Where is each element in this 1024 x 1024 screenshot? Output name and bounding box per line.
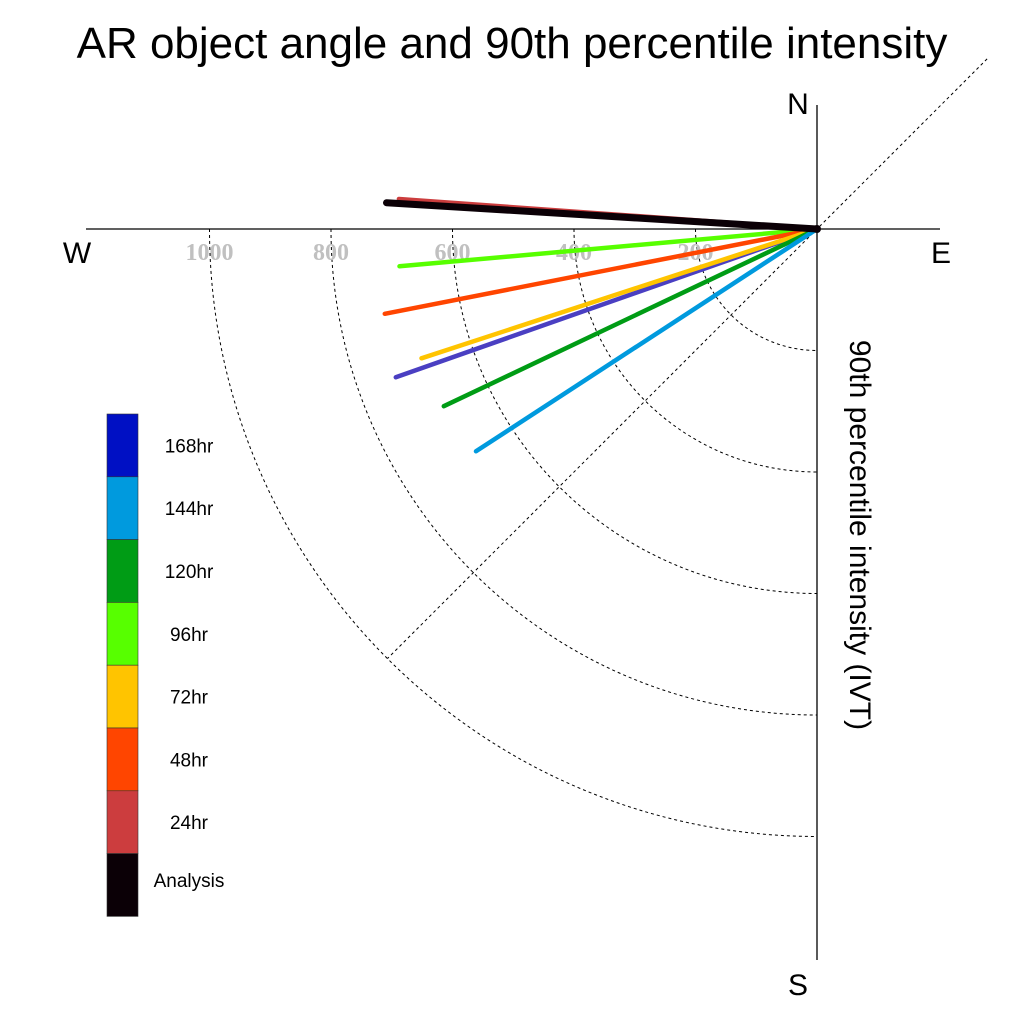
series-line-analysis	[383, 199, 821, 233]
grid-arc-400	[573, 228, 818, 473]
grid-arc-600	[452, 228, 818, 594]
tick-label-800: 800	[313, 240, 349, 266]
legend-swatch-168hr	[106, 413, 139, 478]
legend-label-144hr: 144hr	[165, 499, 214, 520]
legend-label-120hr: 120hr	[165, 562, 214, 583]
series-line-72hr	[419, 226, 820, 361]
series-line-144hr	[473, 226, 820, 454]
compass-south-label: S	[788, 969, 808, 1002]
legend-label-48hr: 48hr	[170, 750, 209, 771]
legend-swatch-72hr	[106, 664, 139, 729]
series-lines	[382, 196, 821, 454]
legend-swatch-analysis	[106, 853, 139, 917]
legend-label-72hr: 72hr	[170, 688, 209, 709]
chart-title: AR object angle and 90th percentile inte…	[77, 19, 948, 68]
series-line-96hr	[397, 226, 820, 269]
legend: 168hr 144hr 120hr 96hr 72hr 48hr 24hr Analysis	[106, 413, 225, 917]
compass-west-label: W	[63, 237, 92, 270]
legend-swatch-144hr	[106, 476, 139, 540]
legend-label-96hr: 96hr	[170, 625, 209, 646]
legend-swatch-120hr	[106, 539, 139, 603]
grid-arc-800	[330, 228, 818, 716]
origin-point	[813, 225, 821, 233]
grid-diagonal	[387, 58, 988, 659]
series-line-120hr	[441, 226, 820, 409]
legend-label-168hr: 168hr	[165, 436, 214, 457]
compass-north-label: N	[787, 88, 809, 121]
legend-swatch-96hr	[106, 602, 139, 666]
legend-label-analysis: Analysis	[154, 871, 225, 892]
legend-swatch-48hr	[106, 727, 139, 792]
series-line-48hr	[382, 226, 820, 317]
compass-east-label: E	[931, 237, 951, 270]
grid-arc-1000	[209, 228, 818, 837]
legend-label-24hr: 24hr	[170, 813, 209, 834]
legend-swatch-24hr	[106, 790, 139, 854]
radial-axis-label: 90th percentile intensity (IVT)	[843, 340, 876, 730]
tick-label-1000: 1000	[186, 240, 234, 266]
